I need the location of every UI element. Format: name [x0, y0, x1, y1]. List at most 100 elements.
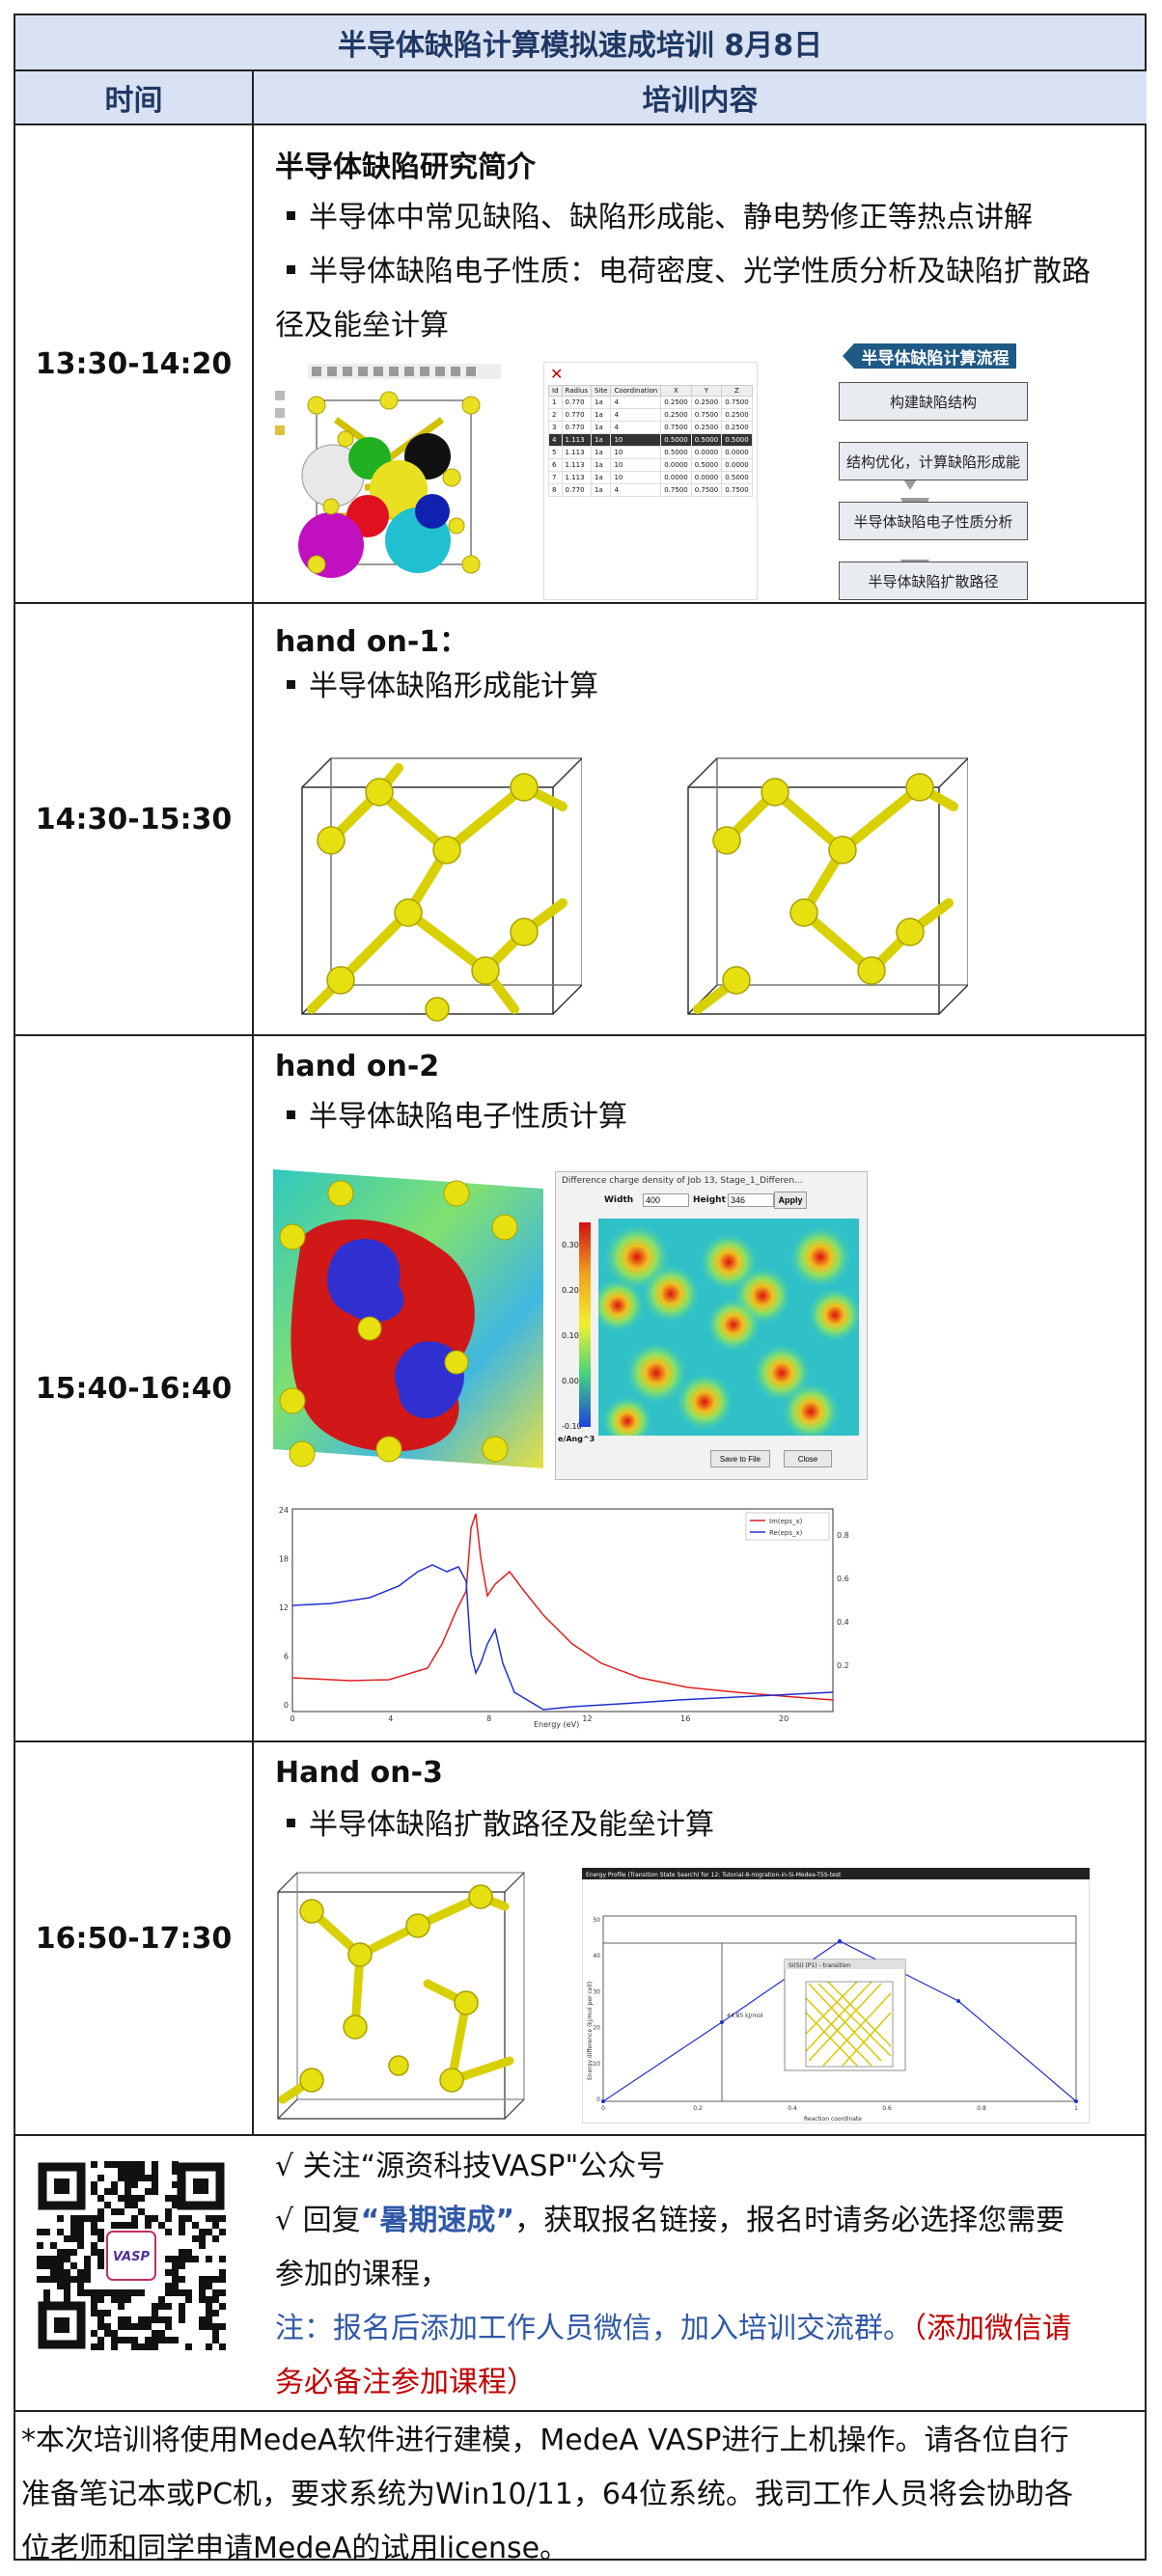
qr-module: [165, 2208, 172, 2215]
qr-module: [131, 2289, 138, 2296]
qr-module: [91, 2181, 97, 2188]
height-input[interactable]: [728, 1193, 774, 1207]
table-cell: 7: [548, 471, 563, 484]
qr-module: [57, 2262, 64, 2269]
qr-module: [50, 2269, 57, 2276]
qr-module: [206, 2316, 212, 2323]
scale-tick: 0.30: [562, 1241, 579, 1249]
optics-y-tick: 0: [284, 1701, 289, 1710]
table-cell: 4: [610, 421, 662, 434]
qr-module: [199, 2283, 206, 2289]
qr-module: [206, 2256, 212, 2262]
silicon-cell-perfect: [301, 757, 582, 1022]
qr-module: [57, 2256, 64, 2262]
qr-module: [50, 2262, 57, 2269]
qr-module: [91, 2310, 97, 2316]
row4-bullet-1: 半导体缺陷扩散路径及能垒计算: [275, 1798, 714, 1852]
qr-module: [212, 2330, 219, 2337]
apply-button[interactable]: Apply: [774, 1192, 807, 1209]
scale-tick: 0.20: [562, 1286, 579, 1295]
table-row[interactable]: 8 0.770 1a 4 0.7500 0.7500 0.7500: [548, 483, 753, 497]
qr-module: [43, 2289, 50, 2296]
qr-module: [185, 2215, 192, 2222]
signup-line-2: √ 回复“暑期速成”，获取报名链接，报名时请务必选择您需要: [275, 2204, 1065, 2237]
energy-y-tick: 40: [593, 1953, 600, 1959]
qr-module: [131, 2168, 138, 2175]
flow-step-2: 结构优化，计算缺陷形成能: [839, 442, 1028, 480]
save-to-file-button[interactable]: Save to File: [710, 1450, 770, 1467]
energy-y-tick: 0: [596, 2096, 600, 2103]
row3-title: hand on-2: [275, 1050, 440, 1083]
qr-module: [104, 2289, 111, 2296]
table-row[interactable]: 7 1.113 1a 10 0.0000 0.0000 0.5000: [548, 471, 753, 484]
energy-y-tick: 50: [593, 1917, 600, 1924]
table-cell: 1a: [590, 446, 612, 459]
qr-module: [70, 2235, 77, 2242]
qr-module: [97, 2310, 104, 2316]
qr-module: [111, 2188, 118, 2195]
qr-module: [118, 2161, 124, 2168]
energy-x-tick: 0.8: [977, 2105, 986, 2112]
qr-module: [179, 2276, 185, 2283]
colorbar-unit: e/Ang^3: [558, 1435, 595, 1443]
close-button[interactable]: Close: [784, 1450, 832, 1467]
energy-profile-plot: Energy Profile (Transition State Search)…: [582, 1868, 1090, 2124]
qr-module: [57, 2249, 64, 2256]
scale-tick: 0.00: [562, 1377, 579, 1385]
table-cell: 0.0000: [690, 446, 723, 459]
row4-title: Hand on-3: [275, 1756, 443, 1790]
qr-module: [97, 2195, 104, 2202]
qr-module: [219, 2323, 226, 2330]
qr-module: [199, 2323, 206, 2330]
qr-module: [37, 2256, 43, 2262]
qr-module: [131, 2323, 138, 2330]
keyword-highlight: “暑期速成”: [360, 2204, 515, 2237]
qr-module: [206, 2323, 212, 2330]
qr-module: [64, 2296, 70, 2303]
optics-y-tick: 18: [279, 1555, 289, 1564]
qr-module: [131, 2337, 138, 2343]
qr-module: [158, 2337, 165, 2343]
table-row[interactable]: 1 0.770 1a 4 0.2500 0.2500 0.7500: [548, 396, 753, 409]
qr-module: [91, 2222, 97, 2229]
table-cell: 0.7500: [660, 421, 692, 434]
qr-module: [64, 2235, 70, 2242]
qr-module: [91, 2242, 97, 2249]
qr-module: [37, 2242, 43, 2249]
energy-window-title: Energy Profile (Transition State Search)…: [586, 1872, 842, 1878]
qr-module: [50, 2256, 57, 2262]
charge-isosurface-figure: [273, 1169, 543, 1468]
footer-line-2: 准备笔记本或PC机，要求系统为Win10/11，64位系统。我司工作人员将会协助…: [21, 2478, 1074, 2511]
schedule-sheet: 半导体缺陷计算模拟速成培训 8月8日 时间 培训内容 13:30-14:20 半…: [14, 14, 1147, 2565]
qr-module: [219, 2343, 226, 2350]
qr-module: [70, 2222, 77, 2229]
table-row[interactable]: 3 0.770 1a 4 0.7500 0.2500 0.2500: [548, 421, 753, 434]
qr-module: [212, 2215, 219, 2222]
qr-module: [124, 2296, 131, 2303]
optics-y-tick: 12: [279, 1603, 289, 1612]
qr-module: [206, 2303, 212, 2310]
qr-module: [131, 2161, 138, 2168]
footer-line-1: *本次培训将使用MedeA软件进行建模，MedeA VASP进行上机操作。请各位…: [21, 2424, 1069, 2457]
qr-module: [64, 2249, 70, 2256]
table-row[interactable]: 6 1.113 1a 10 0.0000 0.5000 0.0000: [548, 458, 753, 472]
qr-module: [212, 2222, 219, 2229]
qr-module: [145, 2337, 152, 2343]
qr-module: [104, 2188, 111, 2195]
qr-module: [124, 2337, 131, 2343]
qr-module: [179, 2215, 185, 2222]
table-cell: 0.0000: [690, 471, 723, 484]
table-row[interactable]: 4 1.113 1a 10 0.5000 0.5000 0.5000: [548, 433, 753, 447]
qr-module: [124, 2175, 131, 2181]
qr-module: [124, 2202, 131, 2208]
qr-module: [152, 2188, 158, 2195]
qr-module: [212, 2337, 219, 2343]
table-row[interactable]: 5 1.113 1a 10 0.5000 0.0000 0.0000: [548, 446, 753, 459]
qr-module: [118, 2323, 124, 2330]
qr-module: [91, 2296, 97, 2303]
table-row[interactable]: 2 0.770 1a 4 0.2500 0.7500 0.2500: [548, 408, 753, 422]
qr-module: [152, 2303, 158, 2310]
energy-x-tick: 0.6: [882, 2105, 892, 2112]
width-input[interactable]: [643, 1193, 689, 1207]
qr-module: [84, 2269, 91, 2276]
